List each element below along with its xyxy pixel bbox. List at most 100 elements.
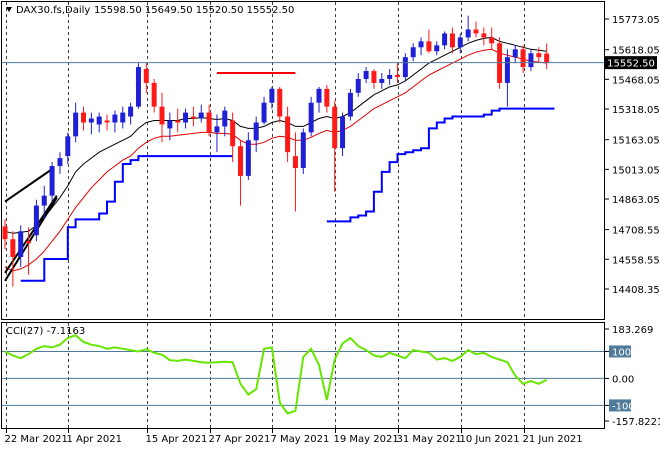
candle-body bbox=[489, 37, 495, 44]
candle-body bbox=[371, 71, 377, 83]
date-tick-label: 15 Apr 2021 bbox=[146, 434, 208, 445]
support-stop-line bbox=[326, 107, 555, 223]
candle-body bbox=[49, 166, 55, 196]
cci-label: CCI(27) -7.1163 bbox=[6, 326, 85, 337]
date-tick-label: 10 Jun 2021 bbox=[460, 434, 520, 445]
cci-tick-label: -100 bbox=[612, 401, 635, 412]
bull-candle bbox=[418, 37, 424, 56]
support-stop-line bbox=[20, 155, 233, 282]
date-tick-label: 19 May 2021 bbox=[334, 434, 399, 445]
candle-body bbox=[198, 112, 204, 119]
price-tick-label: 15618.05 bbox=[612, 46, 660, 57]
candle-body bbox=[81, 112, 86, 123]
bear-candle bbox=[159, 92, 165, 143]
bull-candle bbox=[88, 112, 94, 135]
cci-tick-label: 0.00 bbox=[612, 374, 634, 385]
candle-body bbox=[96, 116, 102, 125]
bear-candle bbox=[26, 227, 32, 275]
candle-body bbox=[308, 102, 314, 133]
candle-body bbox=[465, 29, 471, 38]
candle-body bbox=[120, 112, 126, 123]
price-tick-label: 14863.05 bbox=[612, 195, 660, 206]
candle-body bbox=[73, 112, 79, 137]
candle-body bbox=[457, 37, 463, 48]
candlesticks[interactable] bbox=[2, 15, 550, 287]
fast-moving-average bbox=[4, 36, 547, 234]
bear-candle bbox=[238, 140, 243, 206]
cci-axis: 183.269 100 0.00 -100 -157.8221 bbox=[604, 325, 660, 428]
price-tick-label: 15163.05 bbox=[612, 136, 660, 147]
candle-body bbox=[190, 116, 196, 119]
bear-candle bbox=[206, 104, 212, 137]
bull-candle bbox=[355, 73, 361, 97]
bull-candle bbox=[33, 199, 39, 242]
bear-candle bbox=[426, 29, 432, 54]
candle-body bbox=[316, 88, 322, 103]
bear-candle bbox=[104, 114, 110, 131]
bull-candle bbox=[402, 53, 408, 81]
bull-candle bbox=[512, 45, 518, 64]
candle-body bbox=[379, 78, 385, 83]
cci-level-tag bbox=[609, 345, 631, 358]
price-tick-label: 14708.55 bbox=[612, 226, 660, 237]
candle-body bbox=[426, 41, 432, 52]
date-tick-label: 21 Jun 2021 bbox=[523, 434, 583, 445]
candle-body bbox=[442, 33, 448, 46]
price-tick-label: 15773.05 bbox=[612, 15, 660, 26]
bull-candle bbox=[504, 49, 510, 107]
bear-candle bbox=[285, 106, 291, 163]
candle-body bbox=[65, 136, 71, 157]
bull-candle bbox=[379, 73, 385, 89]
bear-candle bbox=[292, 132, 298, 212]
bull-candle bbox=[183, 108, 189, 129]
price-tick-label: 14558.55 bbox=[612, 255, 660, 266]
price-tick-label: 14408.35 bbox=[612, 285, 660, 296]
trend-line bbox=[4, 195, 58, 274]
date-tick-label: 1 Apr 2021 bbox=[67, 434, 122, 445]
cci-line bbox=[4, 334, 548, 415]
bear-candle bbox=[395, 63, 400, 83]
candle-body bbox=[520, 49, 526, 68]
collapse-triangle-icon[interactable] bbox=[6, 7, 12, 12]
candle-body bbox=[395, 75, 400, 77]
current-price-label: 15552.50 bbox=[607, 59, 655, 70]
candle-body bbox=[214, 126, 220, 133]
bull-candle bbox=[96, 112, 102, 133]
date-tick-label: 22 Mar 2021 bbox=[5, 434, 68, 445]
bear-candle bbox=[536, 47, 542, 64]
bull-candle bbox=[128, 102, 134, 125]
price-pane-frame bbox=[1, 1, 605, 320]
bull-candle bbox=[410, 43, 416, 62]
slow-moving-average bbox=[4, 48, 547, 272]
current-price-tag: 15552.50 bbox=[2, 56, 657, 70]
ohlc-readout: 15598.50 15649.50 15520.50 15552.50 bbox=[94, 5, 294, 16]
bull-candle bbox=[214, 114, 220, 153]
candle-body bbox=[167, 120, 173, 129]
bear-candle bbox=[190, 106, 196, 127]
bull-candle bbox=[442, 31, 448, 50]
candle-body bbox=[355, 78, 361, 93]
price-axis: 15773.05 15618.05 15468.05 15318.05 15163.05… bbox=[604, 15, 660, 296]
candle-body bbox=[481, 33, 487, 38]
bull-candle bbox=[340, 112, 346, 157]
bear-candle bbox=[2, 219, 8, 250]
bull-candle bbox=[528, 49, 534, 72]
candle-body bbox=[418, 41, 424, 48]
bear-candle bbox=[449, 27, 455, 54]
bear-candle bbox=[473, 21, 479, 38]
date-tick-label: 31 May 2021 bbox=[397, 434, 462, 445]
candle-body bbox=[544, 53, 550, 63]
candle-body bbox=[238, 146, 243, 176]
bear-candle bbox=[277, 86, 283, 123]
candle-body bbox=[41, 195, 47, 206]
bull-candle bbox=[457, 33, 463, 54]
trend-line bbox=[4, 197, 58, 282]
bull-candle bbox=[261, 96, 267, 125]
bear-candle bbox=[520, 45, 526, 74]
candle-body bbox=[387, 75, 393, 79]
candle-body bbox=[18, 231, 24, 258]
cci-pane-frame bbox=[1, 322, 605, 429]
bear-candle bbox=[175, 108, 181, 133]
candle-body bbox=[26, 241, 32, 244]
date-tick-label: 7 May 2021 bbox=[271, 434, 330, 445]
